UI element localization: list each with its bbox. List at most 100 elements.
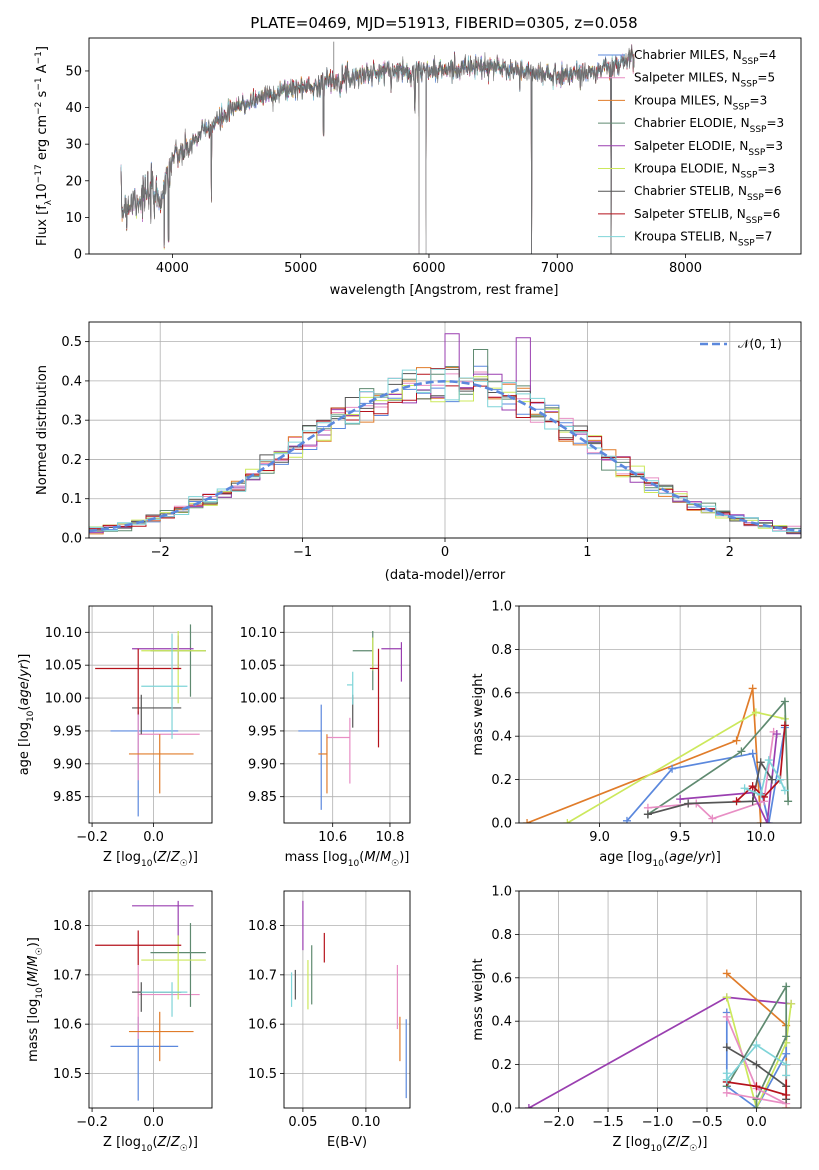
error-bars xyxy=(298,630,403,810)
label-part: M xyxy=(26,971,41,982)
label-part: Z [log xyxy=(103,850,141,865)
y-tick-label: 0.8 xyxy=(491,928,512,943)
y-tick-label: 0.6 xyxy=(491,971,512,986)
label-part: Z [log xyxy=(103,1135,141,1150)
label-part: 10 xyxy=(348,859,360,869)
label-part: M xyxy=(364,850,375,865)
label-part: SSP xyxy=(746,216,763,226)
x-tick-label: 9.5 xyxy=(670,830,691,845)
y-tick-label: 0.4 xyxy=(61,374,82,389)
label-part: s xyxy=(35,90,50,101)
label-part: )] xyxy=(188,850,198,865)
label-part: ( xyxy=(359,850,364,865)
weight-lines xyxy=(523,684,793,823)
weight-line-salpeter_miles xyxy=(726,1016,787,1105)
label-part: ] xyxy=(35,46,50,51)
label-part: ( xyxy=(26,982,41,987)
weight-marker xyxy=(622,816,631,823)
x-tick-label: 7000 xyxy=(541,261,574,276)
label-part: )] xyxy=(399,850,409,865)
legend-label: Salpeter ELODIE, NSSP=3 xyxy=(634,139,783,158)
y-tick-label: 10.7 xyxy=(53,968,82,983)
weight-marker xyxy=(772,730,781,739)
weight-line-chabrier_elodie xyxy=(647,699,789,816)
label-part: )] xyxy=(697,1135,707,1150)
label-part: erg cm xyxy=(35,115,50,164)
label-part: 10 xyxy=(141,1144,153,1154)
label-part: ☉ xyxy=(35,947,45,955)
x-tick-label: −2 xyxy=(151,545,170,560)
label-part: SSP xyxy=(741,171,758,181)
weight-marker xyxy=(752,1082,761,1091)
label-part: 10 xyxy=(141,859,153,869)
y-axis-label: Normed distribution xyxy=(35,365,50,495)
weight-marker xyxy=(722,993,731,1002)
weight-marker xyxy=(751,708,760,717)
x-tick-label: 8000 xyxy=(669,261,702,276)
label-part: SSP xyxy=(741,80,758,90)
label-part: 10 xyxy=(26,710,36,722)
weight-marker xyxy=(722,1012,731,1021)
x-tick-label: 9.0 xyxy=(589,830,610,845)
y-tick-label: 0.5 xyxy=(61,335,82,350)
label-part: ☉ xyxy=(180,1144,188,1154)
label-part: age [log xyxy=(599,850,652,865)
weight-marker xyxy=(780,721,789,730)
x-tick-label: 0.0 xyxy=(143,1115,164,1130)
axes-residuals: −2 −1 0 1 2 0.0 0.1 0.2 0.3 0.4 0.5 xyxy=(61,321,802,560)
weight-marker xyxy=(782,1060,791,1069)
x-tick-label: −0.2 xyxy=(76,830,108,845)
weight-marker xyxy=(708,814,717,823)
label-part: age xyxy=(17,681,32,705)
weight-marker xyxy=(764,819,773,823)
weight-marker xyxy=(748,749,757,758)
label-part: =3 xyxy=(757,162,775,176)
axes-frame xyxy=(88,605,213,824)
error-bars xyxy=(290,900,407,1099)
x-tick-label: 0.10 xyxy=(351,1115,380,1130)
weight-marker xyxy=(784,797,793,806)
label-part: SSP xyxy=(750,125,767,135)
label-part: mass [log xyxy=(285,850,348,865)
histogram-kroupa_stelib xyxy=(89,368,801,537)
label-part: mass [log xyxy=(26,999,41,1062)
legend-label: Chabrier ELODIE, NSSP=3 xyxy=(634,116,784,135)
label-part: M xyxy=(380,850,391,865)
y-tick-label: 10.8 xyxy=(248,919,277,934)
weight-marker xyxy=(787,999,796,1008)
axes-frame xyxy=(283,605,411,824)
label-part: Z [log xyxy=(613,1135,651,1150)
weight-marker xyxy=(722,969,731,978)
weight-marker xyxy=(563,819,572,823)
weight-marker xyxy=(756,819,765,823)
axes-frame xyxy=(518,605,802,824)
y-tick-label: 10.6 xyxy=(53,1018,82,1033)
weight-marker xyxy=(668,764,677,773)
legend-label: Chabrier STELIB, NSSP=6 xyxy=(634,184,782,203)
weight-marker xyxy=(776,775,785,784)
label-part: Salpeter MILES, N xyxy=(634,71,741,85)
label-part: SSP xyxy=(738,239,755,249)
error-bars xyxy=(95,624,206,817)
y-axis-label: mass weight xyxy=(471,673,486,755)
label-part: Z xyxy=(679,1135,690,1150)
legend-label: 𝒩(0, 1) xyxy=(738,337,782,351)
label-part: E(B-V) xyxy=(327,1135,367,1150)
axes-mass-vs-Z: −0.2 0.0 10.5 10.6 10.7 10.8 xyxy=(53,890,213,1130)
label-part: ( xyxy=(664,850,669,865)
weight-marker xyxy=(748,782,757,791)
y-tick-label: 10.00 xyxy=(45,692,82,707)
x-tick-label: 0.0 xyxy=(143,830,164,845)
x-axis-label: Z [log10(Z/Z☉)] xyxy=(613,1135,708,1154)
label-part: =6 xyxy=(764,184,782,198)
y-tick-label: 10.6 xyxy=(248,1018,277,1033)
x-tick-label: 2 xyxy=(726,545,734,560)
x-tick-label: −1.0 xyxy=(642,1115,674,1130)
y-tick-label: 40 xyxy=(65,101,82,116)
axes-weight-vs-Z: −2.0 −1.5 −1.0 −0.5 0.0 0.0 0.2 0.4 0.6 0.8 1.0 xyxy=(491,885,802,1130)
label-part: 10 xyxy=(650,1144,662,1154)
x-tick-label: −2.0 xyxy=(543,1115,575,1130)
weight-marker xyxy=(752,1060,761,1069)
x-tick-label: 1 xyxy=(583,545,591,560)
